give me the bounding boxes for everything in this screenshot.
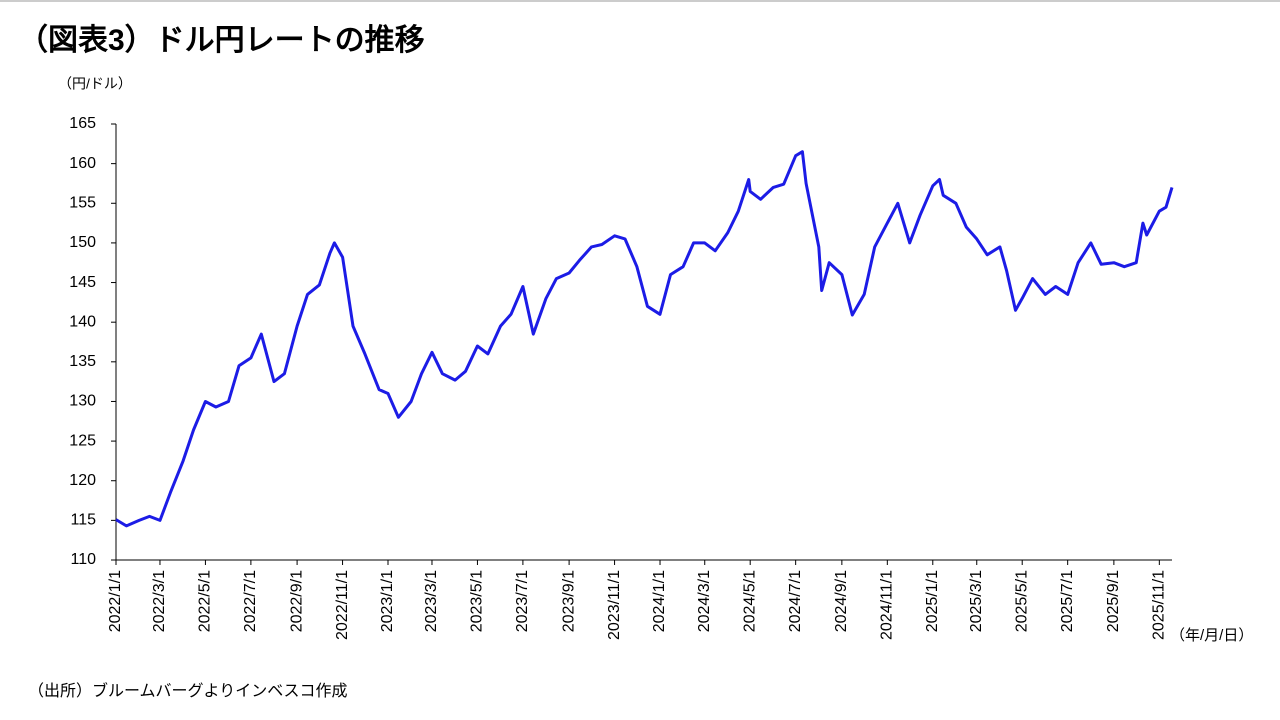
x-tick-label: 2024/9/1: [833, 570, 850, 632]
x-tick-label: 2023/3/1: [423, 570, 440, 632]
y-axis-label: （円/ドル）: [58, 76, 132, 92]
x-tick-label: 2024/1/1: [651, 570, 668, 632]
x-tick-label: 2022/7/1: [242, 570, 259, 632]
source-note: （出所）ブルームバーグよりインベスコ作成: [28, 681, 348, 700]
y-tick-label: 125: [69, 432, 96, 449]
x-tick-label: 2022/1/1: [107, 570, 124, 632]
x-tick-label: 2023/11/1: [606, 570, 623, 640]
x-tick-label: 2024/7/1: [787, 570, 804, 632]
y-tick-label: 135: [69, 353, 96, 370]
y-tick-label: 150: [69, 234, 96, 251]
x-tick-label: 2023/9/1: [560, 570, 577, 632]
x-tick-label: 2023/7/1: [514, 570, 531, 632]
x-tick-label: 2025/5/1: [1013, 570, 1030, 632]
y-tick-label: 140: [69, 313, 96, 330]
y-tick-label: 115: [70, 512, 96, 529]
chart-title: （図表3）ドル円レートの推移: [18, 23, 425, 57]
x-tick-label: 2025/11/1: [1151, 570, 1168, 640]
x-tick-label: 2024/5/1: [741, 570, 758, 632]
y-tick-label: 130: [69, 393, 96, 410]
x-tick-label: 2025/7/1: [1059, 570, 1076, 632]
x-tick-label: 2022/9/1: [288, 570, 305, 632]
x-tick-label: 2025/3/1: [968, 570, 985, 632]
x-tick-label: 2022/3/1: [151, 570, 168, 632]
x-tick-label: 2023/1/1: [379, 570, 396, 632]
y-tick-label: 165: [69, 115, 96, 132]
x-tick-label: 2024/11/1: [879, 570, 896, 640]
y-tick-label: 160: [69, 155, 96, 172]
data-line: [115, 150, 1174, 528]
y-tick-label: 120: [69, 472, 96, 489]
x-tick-label: 2024/3/1: [696, 570, 713, 632]
x-tick-label: 2023/5/1: [469, 570, 486, 632]
y-tick-label: 110: [70, 551, 96, 568]
y-tick-label: 145: [69, 274, 96, 291]
y-tick-label: 155: [69, 194, 96, 211]
x-tick-label: 2025/1/1: [924, 570, 941, 632]
x-tick-label: 2022/5/1: [197, 570, 214, 632]
x-axis-label: （年/月/日）: [1170, 627, 1253, 644]
x-tick-label: 2022/11/1: [334, 570, 351, 640]
x-tick-label: 2025/9/1: [1105, 570, 1122, 632]
